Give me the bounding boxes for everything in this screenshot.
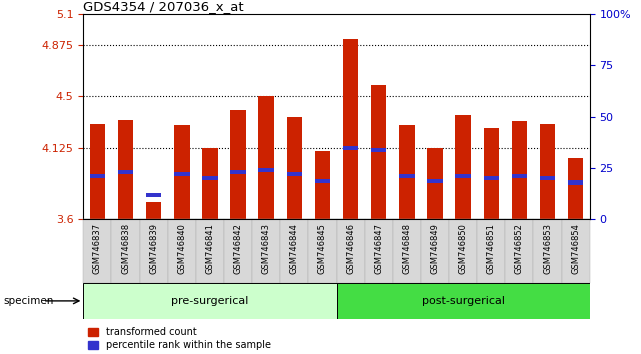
Bar [483, 128, 499, 219]
Legend: transformed count, percentile rank within the sample: transformed count, percentile rank withi… [88, 327, 271, 350]
Bar [428, 179, 443, 183]
Bar [568, 181, 583, 184]
Text: GSM746847: GSM746847 [374, 223, 383, 274]
Bar [118, 170, 133, 173]
FancyBboxPatch shape [449, 219, 477, 283]
Bar [371, 148, 387, 152]
FancyBboxPatch shape [337, 283, 590, 319]
Text: GSM746846: GSM746846 [346, 223, 355, 274]
Text: GSM746851: GSM746851 [487, 223, 495, 274]
FancyBboxPatch shape [308, 219, 337, 283]
Text: GSM746850: GSM746850 [458, 223, 468, 274]
FancyBboxPatch shape [224, 219, 252, 283]
Text: GSM746848: GSM746848 [403, 223, 412, 274]
Text: GSM746839: GSM746839 [149, 223, 158, 274]
Bar [428, 148, 443, 219]
FancyBboxPatch shape [168, 219, 196, 283]
FancyBboxPatch shape [196, 219, 224, 283]
FancyBboxPatch shape [533, 219, 562, 283]
FancyBboxPatch shape [337, 219, 365, 283]
FancyBboxPatch shape [562, 219, 590, 283]
Bar [483, 176, 499, 181]
Bar [455, 115, 471, 219]
FancyBboxPatch shape [140, 219, 168, 283]
Bar [146, 202, 162, 219]
Bar [371, 85, 387, 219]
Text: GSM746837: GSM746837 [93, 223, 102, 274]
Bar [287, 172, 302, 176]
Bar [512, 173, 527, 178]
FancyBboxPatch shape [83, 219, 112, 283]
Bar [174, 172, 190, 176]
FancyBboxPatch shape [252, 219, 280, 283]
Text: GSM746840: GSM746840 [178, 223, 187, 274]
Bar [568, 158, 583, 219]
Bar [202, 148, 218, 219]
Bar [90, 124, 105, 219]
Bar [343, 146, 358, 150]
Text: GSM746844: GSM746844 [290, 223, 299, 274]
FancyBboxPatch shape [280, 219, 308, 283]
Bar [540, 124, 555, 219]
FancyBboxPatch shape [505, 219, 533, 283]
Text: GSM746853: GSM746853 [543, 223, 552, 274]
Text: pre-surgerical: pre-surgerical [171, 296, 249, 306]
Bar [315, 179, 330, 183]
FancyBboxPatch shape [421, 219, 449, 283]
Text: GSM746842: GSM746842 [233, 223, 242, 274]
Bar [90, 173, 105, 178]
Bar [146, 193, 162, 197]
Text: post-surgerical: post-surgerical [422, 296, 504, 306]
FancyBboxPatch shape [112, 219, 140, 283]
FancyBboxPatch shape [477, 219, 505, 283]
Bar [118, 120, 133, 219]
FancyBboxPatch shape [83, 283, 337, 319]
Text: GSM746845: GSM746845 [318, 223, 327, 274]
Text: GSM746852: GSM746852 [515, 223, 524, 274]
Bar [399, 125, 415, 219]
Bar [230, 110, 246, 219]
Bar [202, 176, 218, 181]
Bar [455, 173, 471, 178]
Bar [258, 168, 274, 172]
Bar [287, 117, 302, 219]
Text: GDS4354 / 207036_x_at: GDS4354 / 207036_x_at [83, 0, 244, 13]
Text: GSM746838: GSM746838 [121, 223, 130, 274]
Bar [540, 176, 555, 181]
Text: specimen: specimen [3, 296, 54, 306]
Text: GSM746854: GSM746854 [571, 223, 580, 274]
FancyBboxPatch shape [393, 219, 421, 283]
Bar [343, 39, 358, 219]
Text: GSM746849: GSM746849 [431, 223, 440, 274]
Bar [399, 173, 415, 178]
Bar [230, 170, 246, 173]
Bar [315, 151, 330, 219]
Text: GSM746841: GSM746841 [205, 223, 215, 274]
Text: GSM746843: GSM746843 [262, 223, 271, 274]
Bar [258, 96, 274, 219]
Bar [174, 125, 190, 219]
Bar [512, 121, 527, 219]
FancyBboxPatch shape [365, 219, 393, 283]
